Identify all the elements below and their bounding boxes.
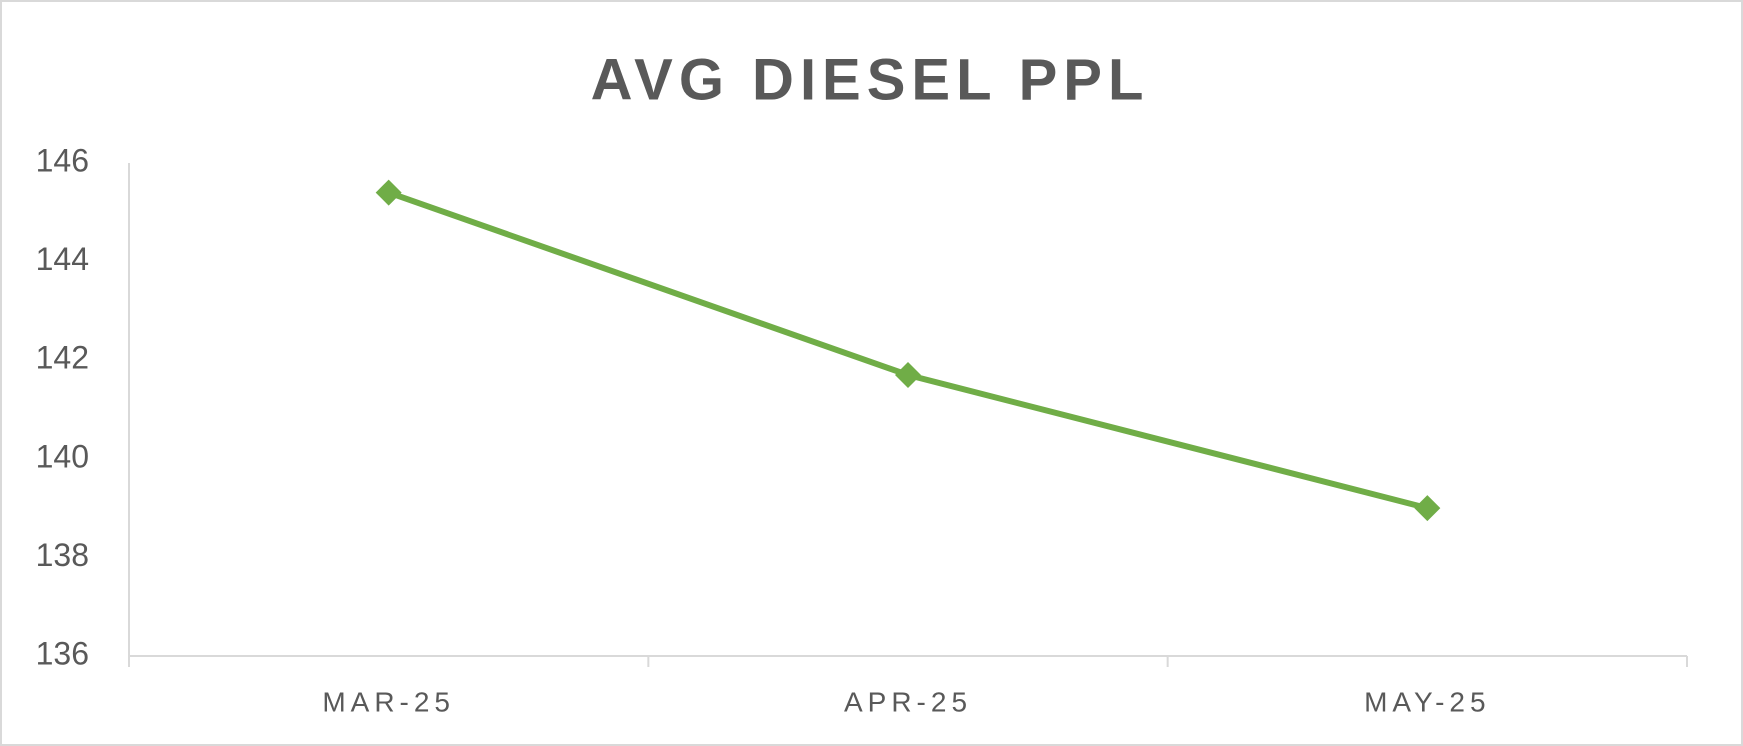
y-tick-label: 140 <box>36 438 89 474</box>
point-marker <box>895 361 921 388</box>
chart-title: AVG DIESEL PPL <box>591 47 1150 112</box>
x-tick-label: MAR-25 <box>322 686 455 717</box>
y-tick-label: 136 <box>36 635 89 671</box>
point-marker <box>375 179 402 206</box>
y-tick-label: 142 <box>36 340 89 376</box>
x-tick-label: APR-25 <box>844 686 972 717</box>
y-tick-label: 138 <box>36 537 89 573</box>
y-tick-label: 146 <box>36 142 89 178</box>
y-tick-label: 144 <box>36 241 89 277</box>
point-marker <box>1414 495 1441 522</box>
x-tick-label: MAY-25 <box>1364 686 1491 717</box>
